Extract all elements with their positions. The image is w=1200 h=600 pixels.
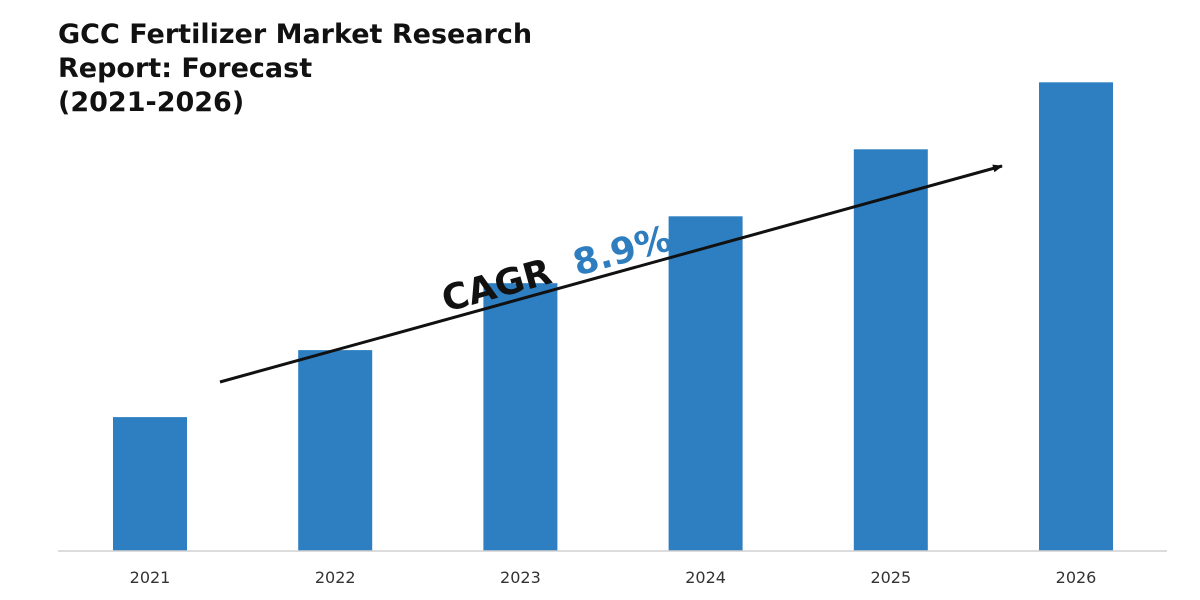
chart-title-line-1: GCC Fertilizer Market Research <box>58 19 533 50</box>
bar-2024 <box>668 216 743 552</box>
x-tick-labels: 2021 2022 2023 2024 2025 2026 <box>130 568 1097 587</box>
x-tick-label-2023: 2023 <box>500 568 541 587</box>
trend-arrow <box>219 164 1003 384</box>
x-tick-label-2026: 2026 <box>1056 568 1097 587</box>
bar-2026 <box>1039 82 1113 552</box>
bar-2023 <box>483 283 558 551</box>
x-tick-label-2021: 2021 <box>130 568 171 587</box>
bar-2022 <box>298 350 373 551</box>
bars-group <box>113 82 1113 552</box>
bar-2025 <box>853 149 928 552</box>
chart-title-line-2: Report: Forecast <box>58 53 313 84</box>
cagr-value: 8.9% <box>569 218 676 284</box>
x-tick-label-2022: 2022 <box>315 568 356 587</box>
chart-title-line-3: (2021-2026) <box>58 87 245 118</box>
x-tick-label-2024: 2024 <box>685 568 726 587</box>
bar-2021 <box>113 417 187 551</box>
chart-title: GCC Fertilizer Market Research Report: F… <box>58 18 578 120</box>
x-tick-label-2025: 2025 <box>870 568 911 587</box>
